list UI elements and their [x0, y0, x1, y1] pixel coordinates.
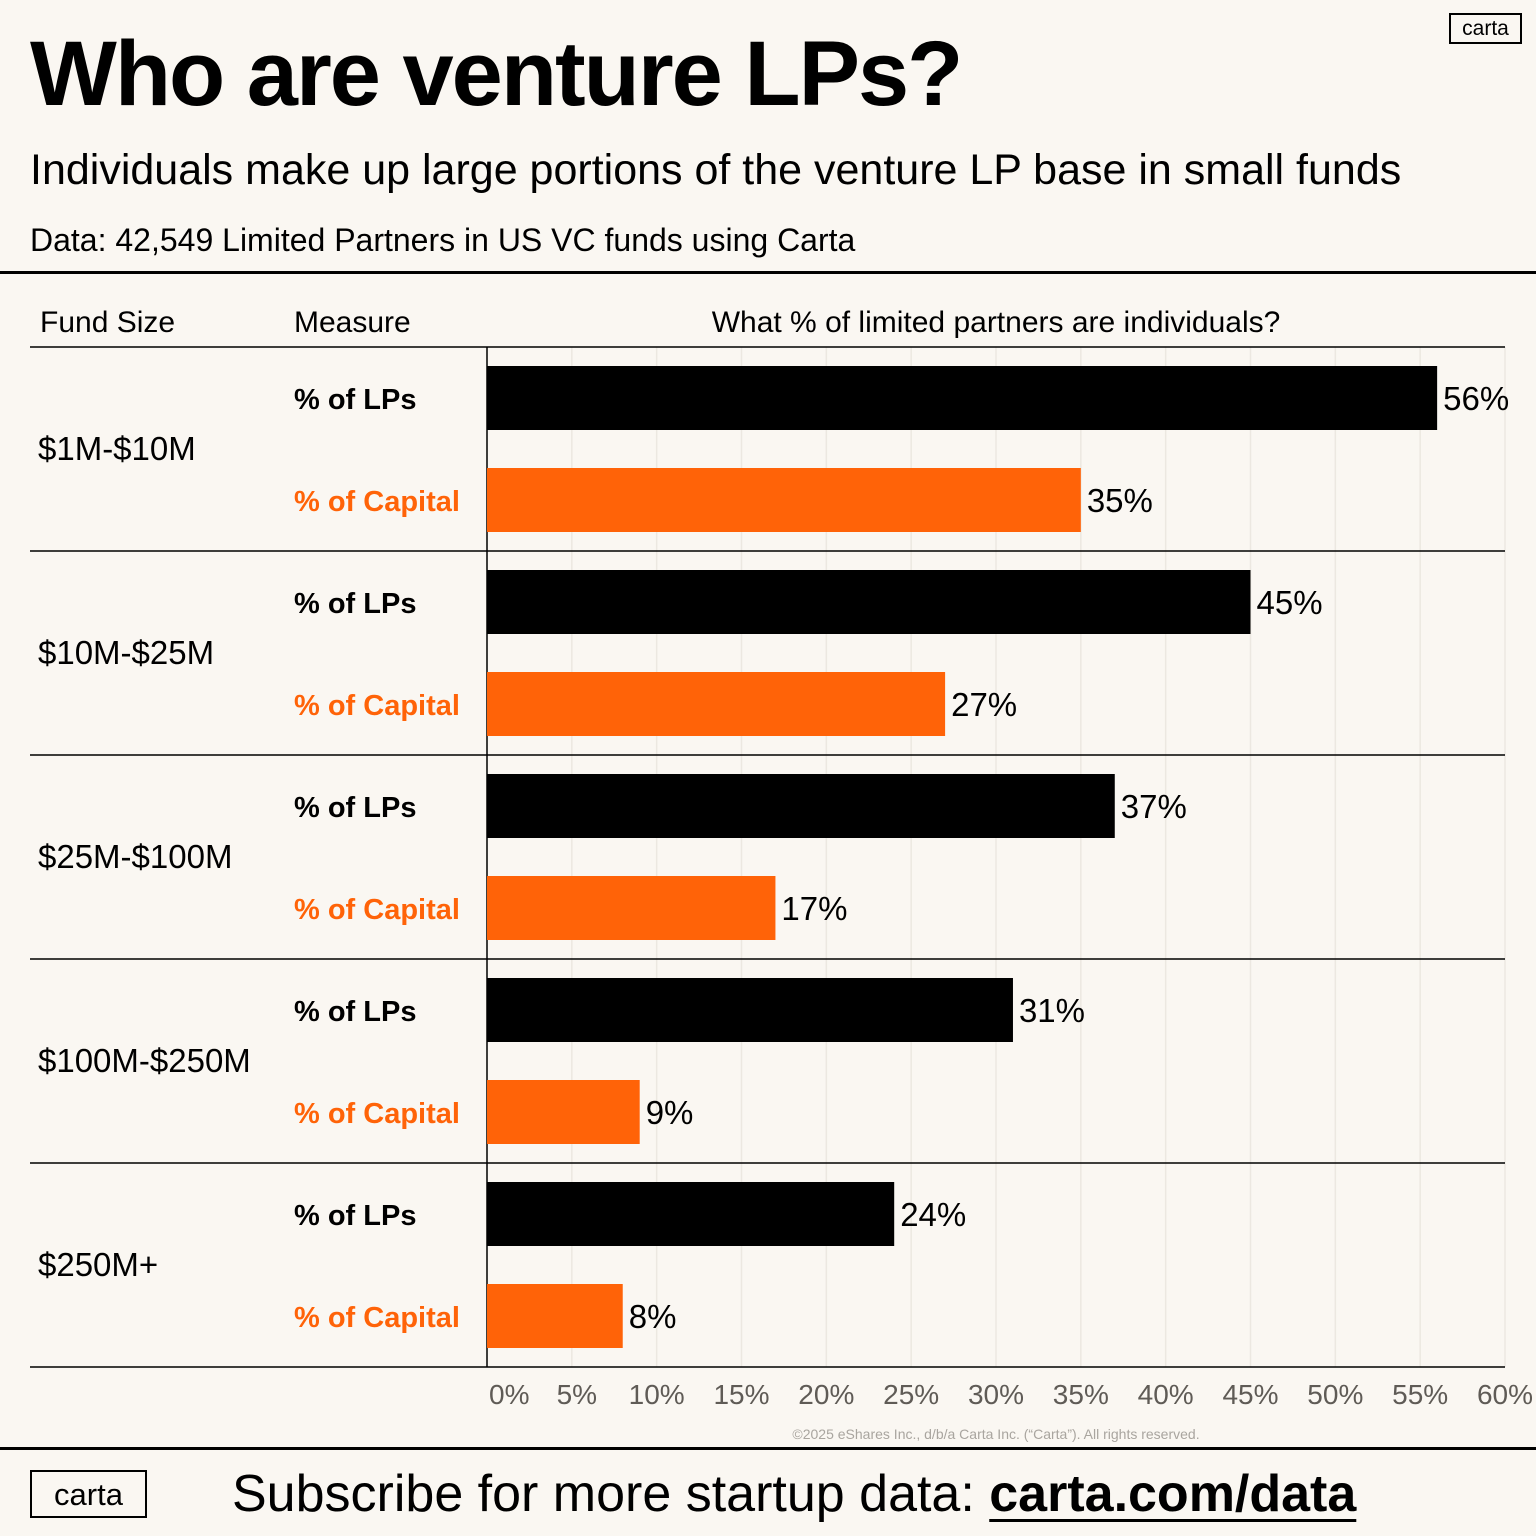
measure-label: % of LPs — [294, 384, 416, 416]
subscribe-cta: Subscribe for more startup data: carta.c… — [232, 1464, 1356, 1524]
chart-title: What % of limited partners are individua… — [711, 306, 1281, 339]
measure-label: % of Capital — [294, 486, 460, 518]
measure-label: % of Capital — [294, 894, 460, 926]
x-tick-label: 35% — [1053, 1379, 1109, 1410]
bar — [487, 1080, 640, 1144]
carta-data-link[interactable]: carta.com/data — [989, 1465, 1357, 1523]
x-tick-label: 10% — [629, 1379, 685, 1410]
data-label: 37% — [1121, 788, 1187, 825]
data-label: 35% — [1087, 482, 1153, 519]
carta-logo: carta — [1449, 13, 1522, 44]
column-header-measure: Measure — [294, 306, 411, 339]
fund-size-label: $10M-$25M — [38, 634, 214, 671]
bar — [487, 672, 946, 736]
data-label: 17% — [781, 890, 847, 927]
subscribe-text: Subscribe for more startup data: — [232, 1465, 990, 1523]
column-header-fund-size: Fund Size — [40, 306, 176, 339]
measure-label: % of LPs — [294, 792, 416, 824]
data-source-note: Data: 42,549 Limited Partners in US VC f… — [30, 222, 856, 258]
carta-logo-footer: carta — [30, 1470, 147, 1518]
data-label: 27% — [951, 686, 1017, 723]
x-tick-label: 15% — [713, 1379, 769, 1410]
copyright-note: ©2025 eShares Inc., d/b/a Carta Inc. (“C… — [792, 1426, 1200, 1442]
fund-size-label: $1M-$10M — [38, 430, 196, 467]
fund-size-label: $25M-$100M — [38, 838, 232, 875]
bar — [487, 570, 1251, 634]
data-label: 24% — [900, 1196, 966, 1233]
x-tick-label: 30% — [968, 1379, 1024, 1410]
x-tick-label: 5% — [557, 1379, 597, 1410]
bar — [487, 876, 776, 940]
fund-size-label: $250M+ — [38, 1246, 158, 1283]
bar — [487, 366, 1438, 430]
measure-label: % of Capital — [294, 1302, 460, 1334]
bar — [487, 978, 1013, 1042]
bar — [487, 1284, 623, 1348]
data-label: 31% — [1019, 992, 1085, 1029]
x-tick-label: 50% — [1307, 1379, 1363, 1410]
x-tick-label: 40% — [1138, 1379, 1194, 1410]
header-divider — [0, 271, 1536, 274]
fund-size-label: $100M-$250M — [38, 1042, 251, 1079]
measure-label: % of Capital — [294, 1098, 460, 1130]
data-label: 8% — [629, 1298, 677, 1335]
footer-divider — [0, 1447, 1536, 1450]
measure-label: % of LPs — [294, 588, 416, 620]
data-label: 56% — [1443, 380, 1509, 417]
x-tick-label: 20% — [798, 1379, 854, 1410]
x-tick-label: 45% — [1222, 1379, 1278, 1410]
data-label: 45% — [1257, 584, 1323, 621]
x-tick-label: 0% — [489, 1379, 529, 1410]
measure-label: % of Capital — [294, 690, 460, 722]
x-tick-label: 60% — [1477, 1379, 1533, 1410]
page-title: Who are venture LPs? — [30, 23, 963, 125]
x-tick-label: 25% — [883, 1379, 939, 1410]
bar — [487, 468, 1081, 532]
data-label: 9% — [646, 1094, 694, 1131]
bar — [487, 1182, 895, 1246]
x-tick-label: 55% — [1392, 1379, 1448, 1410]
subtitle: Individuals make up large portions of th… — [30, 146, 1402, 194]
measure-label: % of LPs — [294, 996, 416, 1028]
measure-label: % of LPs — [294, 1200, 416, 1232]
bar — [487, 774, 1115, 838]
